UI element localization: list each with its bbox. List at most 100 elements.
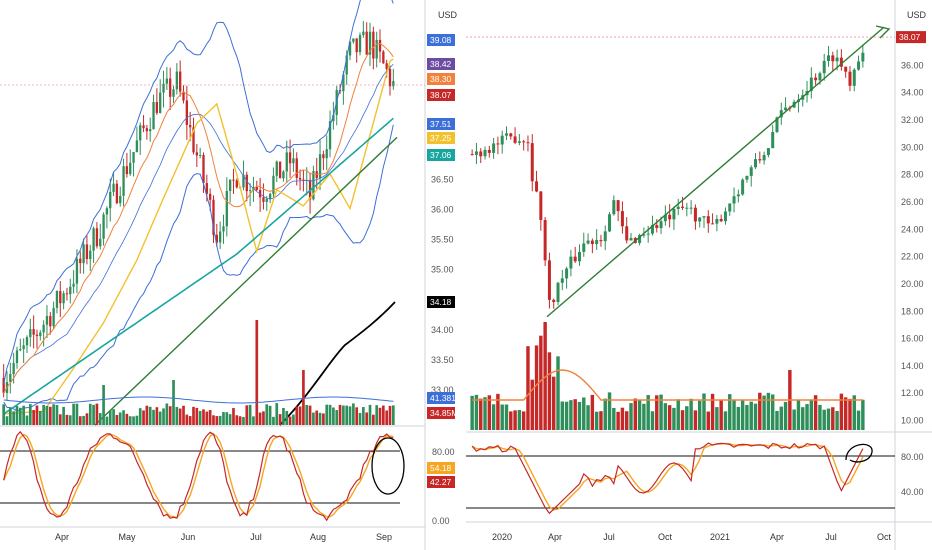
volume-bar: [642, 403, 646, 430]
candle: [358, 35, 362, 53]
volume-bar: [315, 410, 319, 425]
candle: [517, 141, 521, 143]
candle: [315, 171, 318, 179]
y-tick-label: 36.00: [431, 205, 454, 215]
candle: [222, 226, 225, 232]
candle: [179, 71, 182, 92]
candle: [766, 148, 770, 156]
candle: [728, 203, 732, 212]
candle: [19, 349, 22, 351]
candle: [650, 225, 654, 234]
volume-bar: [607, 392, 612, 430]
volume-bar: [702, 393, 706, 430]
volume-bar: [105, 416, 109, 425]
volume-bar: [831, 407, 835, 430]
candle: [479, 151, 483, 157]
volume-bar: [753, 403, 758, 430]
stoch-label: 54.18: [430, 463, 452, 473]
volume-bar: [521, 411, 526, 430]
candle: [218, 231, 222, 243]
candle: [560, 278, 564, 283]
volume-bar: [75, 403, 79, 425]
price-label: 38.07: [430, 90, 452, 100]
candle: [228, 179, 232, 191]
candle: [539, 191, 543, 220]
candle: [736, 194, 740, 197]
candle: [62, 293, 65, 304]
volume-bar: [245, 405, 249, 425]
candle: [375, 39, 378, 59]
candle: [762, 155, 766, 161]
price-label-bg: [896, 31, 926, 44]
volume-bar: [852, 395, 856, 430]
volume-bar: [496, 393, 500, 430]
y-tick-label: 30.00: [901, 142, 924, 152]
drawn-circle: [371, 437, 405, 495]
volume-bar: [42, 404, 45, 425]
candle: [172, 89, 175, 97]
price-label: 38.07: [899, 32, 921, 42]
volume-bar: [826, 408, 831, 430]
volume-bar: [715, 407, 719, 430]
volume-label: 41.381M: [430, 393, 463, 403]
volume-bar: [534, 345, 539, 430]
volume-bar: [667, 405, 672, 430]
volume-bar: [238, 416, 242, 425]
volume-bar: [556, 356, 560, 430]
y-tick-label: 28.00: [901, 170, 924, 180]
volume-bar: [185, 414, 189, 425]
candle: [492, 143, 496, 153]
candle: [556, 282, 560, 303]
candle: [325, 149, 328, 159]
candle: [345, 55, 348, 75]
candle: [758, 159, 762, 161]
volume-bar: [38, 411, 42, 425]
y-tick-label: 12.00: [901, 388, 924, 398]
candle: [142, 125, 145, 129]
volume-bars-left: [2, 320, 395, 425]
candle: [711, 223, 715, 225]
volume-bar: [809, 399, 814, 430]
volume-bar: [685, 406, 689, 430]
volume-bar: [848, 398, 852, 430]
volume-bar: [72, 403, 75, 425]
volume-bar: [92, 404, 95, 425]
volume-bar: [65, 414, 69, 425]
candle: [285, 152, 288, 172]
volume-bar: [112, 409, 115, 425]
right-chart-panel[interactable]: USD 36.00 34.00 32.00 30.00 28.00 26.00 24.00 22…: [466, 0, 932, 550]
candle: [82, 244, 85, 264]
y-tick-label: 33.00: [431, 385, 454, 395]
candle: [185, 100, 189, 125]
candle: [59, 291, 62, 304]
volume-bar: [365, 412, 369, 425]
volume-bar: [564, 401, 569, 430]
volume-bar: [222, 412, 225, 425]
candle: [496, 143, 500, 145]
candles-right: [470, 44, 865, 309]
currency-label: USD: [438, 10, 458, 20]
candle: [45, 316, 49, 325]
volume-bar: [590, 394, 595, 430]
candle: [122, 166, 125, 196]
volume-bar: [552, 376, 556, 430]
volume-bar: [218, 415, 222, 425]
stoch-k-line: [3, 430, 394, 522]
volume-bar: [500, 404, 504, 430]
volume-bar: [382, 405, 385, 425]
volume-bar: [603, 398, 607, 430]
candle: [255, 187, 258, 191]
volume-bar: [822, 409, 826, 430]
left-chart-panel[interactable]: USD36.5036.0035.5035.0034.5034.0033.5033…: [0, 0, 463, 550]
candle: [577, 251, 581, 262]
volume-bar: [15, 405, 19, 425]
candle: [29, 329, 32, 338]
volume-bar: [368, 404, 372, 425]
candle: [835, 57, 839, 62]
candle: [608, 214, 612, 232]
candle: [573, 256, 577, 262]
volume-bar: [28, 404, 32, 425]
candle: [159, 92, 162, 113]
x-tick-label: Jul: [603, 532, 615, 542]
